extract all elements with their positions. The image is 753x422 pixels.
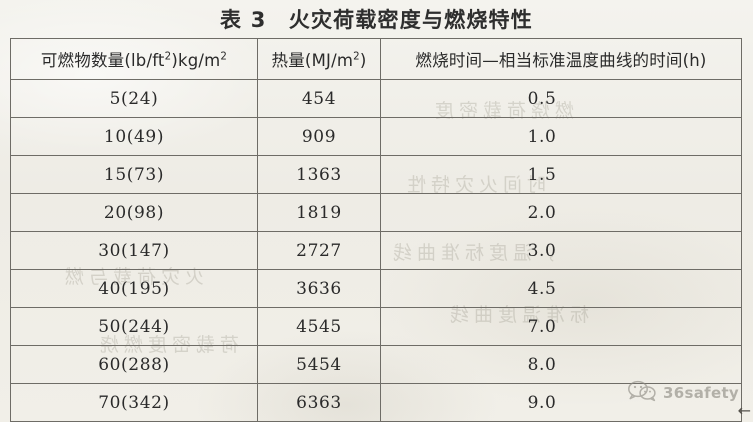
cell-fuel-load: 70(342) (10, 383, 258, 422)
fire-load-table-container: 可燃物数量(lb/ft2)kg/m2 热量(MJ/m2) 燃烧时间—相当标准温度… (10, 38, 742, 422)
table-row: 20(98) 1819 2.0 (10, 193, 742, 232)
table-row: 5(24) 454 0.5 (10, 79, 742, 118)
fire-load-table: 可燃物数量(lb/ft2)kg/m2 热量(MJ/m2) 燃烧时间—相当标准温度… (10, 38, 742, 422)
table-row: 15(73) 1363 1.5 (10, 155, 742, 194)
cell-fuel-load: 10(49) (10, 117, 258, 156)
cell-duration: 0.5 (380, 79, 742, 118)
cell-duration: 3.0 (380, 231, 742, 270)
table-body: 5(24) 454 0.5 10(49) 909 1.0 15(73) 1363 1.5 20(9… (10, 79, 742, 422)
cell-heat: 3636 (257, 269, 381, 308)
table-row: 40(195) 3636 4.5 (10, 269, 742, 308)
table-row: 50(244) 4545 7.0 (10, 307, 742, 346)
column-header-fuel-load: 可燃物数量(lb/ft2)kg/m2 (10, 38, 258, 80)
cell-fuel-load: 5(24) (10, 79, 258, 118)
table-row: 10(49) 909 1.0 (10, 117, 742, 156)
column-header-duration: 燃烧时间—相当标准温度曲线的时间(h) (380, 38, 742, 80)
cell-heat: 5454 (257, 345, 381, 384)
cell-heat: 4545 (257, 307, 381, 346)
column-header-heat: 热量(MJ/m2) (257, 38, 381, 80)
cell-heat: 2727 (257, 231, 381, 270)
header-row: 可燃物数量(lb/ft2)kg/m2 热量(MJ/m2) 燃烧时间—相当标准温度… (10, 38, 742, 80)
cell-duration: 1.0 (380, 117, 742, 156)
cell-duration: 8.0 (380, 345, 742, 384)
cell-duration: 4.5 (380, 269, 742, 308)
table-row: 60(288) 5454 8.0 (10, 345, 742, 384)
table-row: 70(342) 6363 9.0 (10, 383, 742, 422)
cell-duration: 2.0 (380, 193, 742, 232)
cell-heat: 909 (257, 117, 381, 156)
cell-fuel-load: 50(244) (10, 307, 258, 346)
table-row: 30(147) 2727 3.0 (10, 231, 742, 270)
table-header: 可燃物数量(lb/ft2)kg/m2 热量(MJ/m2) 燃烧时间—相当标准温度… (10, 38, 742, 80)
cell-heat: 1363 (257, 155, 381, 194)
page-title: 表 3 火灾荷载密度与燃烧特性 (220, 8, 533, 32)
cell-heat: 6363 (257, 383, 381, 422)
cell-heat: 1819 (257, 193, 381, 232)
cell-duration: 7.0 (380, 307, 742, 346)
cell-heat: 454 (257, 79, 381, 118)
cell-duration: 9.0 (380, 383, 742, 422)
cell-fuel-load: 60(288) (10, 345, 258, 384)
left-arrow-icon: ← (737, 401, 751, 420)
cell-fuel-load: 40(195) (10, 269, 258, 308)
cell-fuel-load: 15(73) (10, 155, 258, 194)
cell-fuel-load: 30(147) (10, 231, 258, 270)
cell-fuel-load: 20(98) (10, 193, 258, 232)
cell-duration: 1.5 (380, 155, 742, 194)
